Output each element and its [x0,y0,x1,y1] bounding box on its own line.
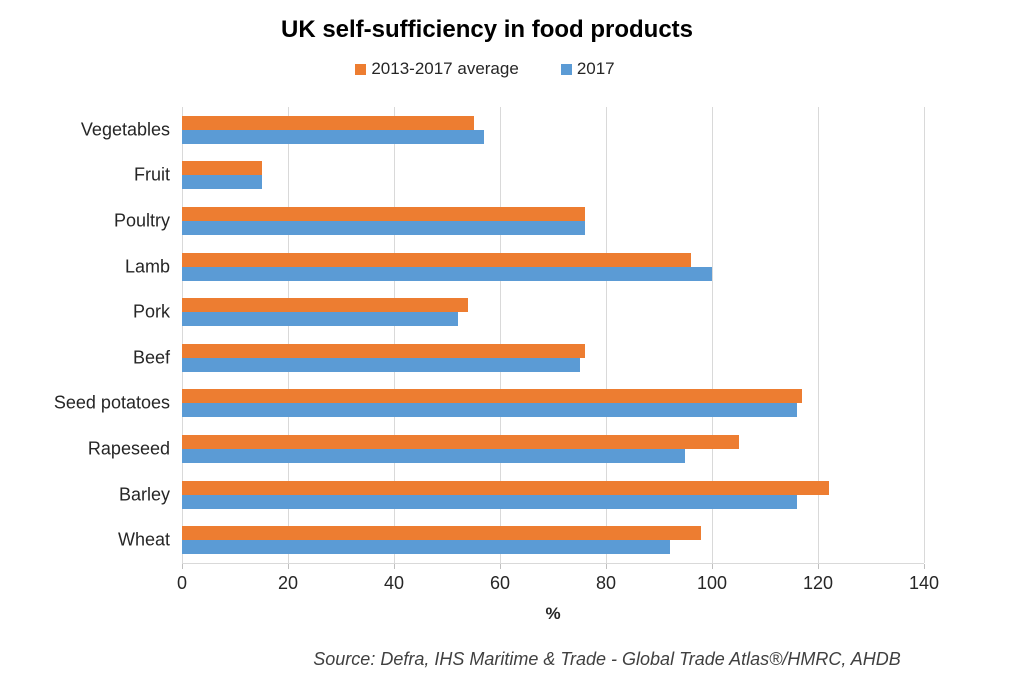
bar-barley-2017 [182,494,797,509]
bar-fruit-2013-2017-average [182,161,262,176]
legend-swatch-2017 [560,63,572,75]
x-tick-label-60: 60 [489,573,511,593]
category-label-lamb: Lamb [124,256,170,277]
bar-poultry-2017 [182,220,585,235]
bar-pork-2017 [182,312,458,327]
bar-group-seed-potatoes [182,389,924,418]
gridline-100 [712,107,713,563]
x-tick-mark-100 [712,564,713,569]
chart-row-lamb: Lamb [125,244,924,290]
chart-row-vegetables: Vegetables [81,107,924,153]
bar-group-rapeseed [182,434,924,463]
gridline-120 [818,107,819,563]
x-tick-mark-140 [924,564,925,569]
category-label-barley: Barley [118,484,170,505]
bar-wheat-2013-2017-average [182,526,702,541]
legend-label: 2017 [576,59,615,78]
chart-row-pork: Pork [133,289,924,335]
legend-item-2017: 2017 [560,59,615,79]
bar-rapeseed-2017 [182,448,686,463]
bar-group-barley [182,480,924,509]
chart-row-wheat: Wheat [118,517,924,563]
x-tick-mark-0 [182,564,183,569]
bar-barley-2013-2017-average [182,480,829,495]
source-caption: Source: Defra, IHS Maritime & Trade - Gl… [313,649,901,669]
legend-swatch-2013-2017-average [355,63,367,75]
bar-pork-2013-2017-average [182,298,469,313]
bar-group-poultry [182,206,924,235]
x-tick-mark-40 [394,564,395,569]
x-axis-label: % [545,604,561,623]
bar-wheat-2017 [182,540,670,555]
bar-rapeseed-2013-2017-average [182,434,739,449]
bar-lamb-2013-2017-average [182,252,691,267]
gridline-40 [394,107,395,563]
bar-vegetables-2017 [182,129,485,144]
x-tick-label-0: 0 [176,573,188,593]
category-label-rapeseed: Rapeseed [87,438,170,459]
chart-row-rapeseed: Rapeseed [88,426,924,472]
category-label-wheat: Wheat [117,529,170,550]
gridline-20 [288,107,289,563]
chart-row-seed-potatoes: Seed potatoes [54,381,924,427]
chart-row-poultry: Poultry [114,198,924,244]
bar-group-pork [182,298,924,327]
legend: 2013-2017 average 2017 [0,59,992,79]
x-tick-mark-120 [818,564,819,569]
bar-group-fruit [182,161,924,190]
x-tick-mark-80 [606,564,607,569]
category-label-seed-potatoes: Seed potatoes [53,392,170,413]
category-label-fruit: Fruit [134,164,170,185]
category-label-vegetables: Vegetables [80,119,170,140]
x-tick-label-120: 120 [802,573,834,593]
x-axis: 0 20 40 60 80 100 120 140 [177,563,939,596]
gridline-80 [606,107,607,563]
gridline-60 [500,107,501,563]
chart-row-beef: Beef [133,335,924,381]
bar-vegetables-2013-2017-average [182,115,474,130]
chart-row-fruit: Fruit [134,153,924,199]
x-tick-label-140: 140 [908,573,940,593]
legend-item-2013-2017-average: 2013-2017 average [355,59,519,79]
gridline-140 [924,107,925,563]
bar-group-beef [182,343,924,372]
legend-label: 2013-2017 average [371,59,519,78]
bar-seed-potatoes-2017 [182,403,797,418]
bar-group-wheat [182,526,924,555]
x-tick-label-40: 40 [383,573,405,593]
chart-title: UK self-sufficiency in food products [280,16,694,43]
x-tick-label-20: 20 [277,573,299,593]
bar-rows: Vegetables Fruit Poultry Lamb Pork Beef Seed p… [54,107,924,563]
category-label-beef: Beef [132,347,170,368]
bar-seed-potatoes-2013-2017-average [182,389,803,404]
x-tick-mark-60 [500,564,501,569]
category-label-pork: Pork [132,301,170,322]
bar-group-lamb [182,252,924,281]
bar-poultry-2013-2017-average [182,206,585,221]
bar-lamb-2017 [182,266,712,281]
x-tick-mark-20 [288,564,289,569]
x-tick-label-80: 80 [595,573,617,593]
bar-fruit-2017 [182,175,262,190]
bar-group-vegetables [182,115,924,144]
chart-row-barley: Barley [119,472,924,518]
gridline-0 [182,107,183,563]
bar-beef-2017 [182,357,580,372]
x-tick-label-100: 100 [696,573,728,593]
plot-area: Vegetables Fruit Poultry Lamb Pork Beef Seed p… [54,107,925,563]
bar-beef-2013-2017-average [182,343,585,358]
category-label-poultry: Poultry [113,210,170,231]
